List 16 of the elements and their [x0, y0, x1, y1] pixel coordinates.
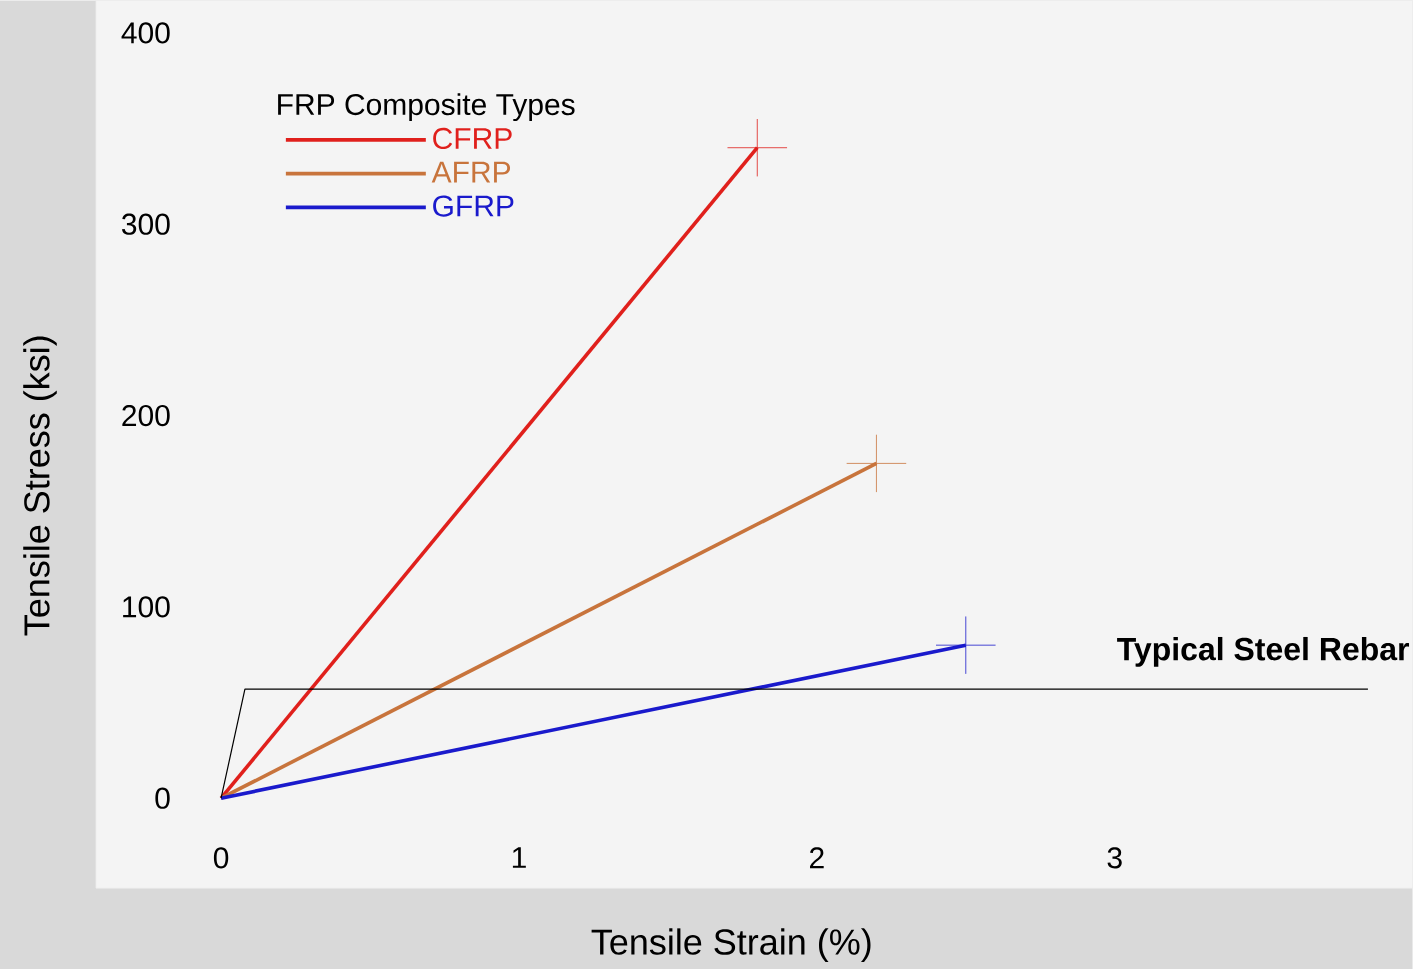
x-tick-label: 0 — [213, 847, 229, 869]
x-tick-label: 3 — [1107, 847, 1122, 869]
x-tick-label: 1 — [512, 847, 526, 868]
x-axis-title: Tensile Strain (%) — [591, 928, 871, 962]
legend-label: CFRP — [433, 127, 512, 150]
series-label: Typical Steel Rebar — [1117, 636, 1410, 667]
legend-label: AFRP — [431, 161, 511, 183]
y-tick-label: 400 — [121, 22, 170, 44]
y-tick-label: 0 — [155, 787, 170, 809]
y-tick-label: 200 — [122, 404, 170, 427]
y-tick-label: 100 — [123, 596, 170, 618]
x-tick-label: 2 — [810, 847, 824, 869]
legend-title: FRP Composite Types — [278, 93, 575, 121]
legend-label: GFRP — [433, 195, 514, 217]
y-axis-title: Tensile Stress (ksi) — [23, 336, 57, 636]
y-tick-label: 300 — [121, 213, 170, 235]
